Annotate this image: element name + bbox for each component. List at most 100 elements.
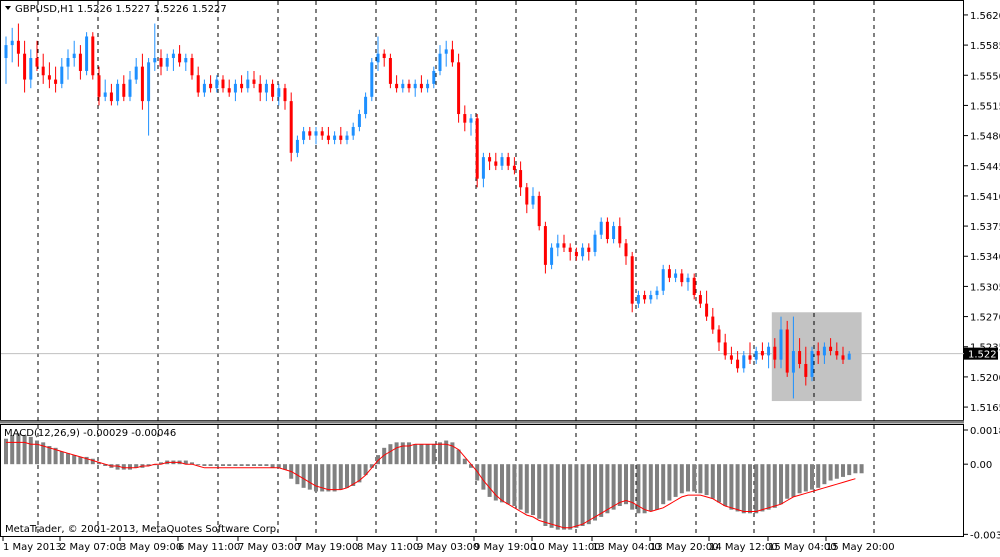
macd-bar — [624, 464, 628, 505]
macd-bar — [97, 462, 101, 465]
macd-bar — [214, 464, 219, 466]
candle-body — [413, 83, 417, 89]
macd-bar — [183, 460, 188, 465]
macd-bar — [258, 464, 263, 466]
candle-body — [506, 157, 510, 166]
macd-bar — [338, 464, 343, 490]
candle-body — [308, 131, 312, 136]
candle-body — [841, 355, 845, 360]
macd-bar — [698, 464, 703, 494]
candle-body — [153, 58, 157, 63]
macd-bar — [369, 464, 374, 468]
candle — [314, 126, 318, 145]
candle-body — [54, 79, 58, 84]
candle-body — [804, 363, 808, 377]
macd-bar — [828, 464, 833, 481]
candle-body — [605, 221, 609, 240]
macd-bar — [630, 464, 635, 510]
macd-bar — [159, 462, 163, 465]
macd-bar — [351, 464, 356, 486]
candle — [822, 342, 826, 364]
macd-bar — [190, 462, 194, 465]
candle — [841, 346, 845, 364]
price-tick-label: 1.5270 — [970, 313, 1000, 324]
macd-bar — [103, 464, 108, 466]
candle — [711, 307, 715, 334]
macd-histogram — [4, 433, 864, 530]
candle — [308, 126, 312, 140]
macd-bar — [599, 464, 604, 517]
candle — [829, 338, 833, 356]
macd-bar — [326, 464, 331, 492]
candle — [221, 75, 225, 93]
candle — [847, 351, 851, 360]
candle — [618, 217, 622, 248]
macd-bar — [512, 464, 517, 506]
candle-body — [748, 355, 752, 360]
macd-bar — [655, 464, 659, 510]
candle-body — [760, 351, 764, 356]
macd-bar — [146, 464, 151, 466]
candle-body — [4, 45, 8, 59]
candle — [686, 273, 690, 291]
candle-body — [661, 269, 665, 291]
candle-body — [302, 131, 306, 140]
macd-bar — [425, 444, 430, 465]
candle-body — [29, 58, 33, 80]
watermark: MetaTrader, © 2001-2013, MetaQuotes Soft… — [5, 524, 279, 535]
candle — [147, 58, 151, 136]
candle — [593, 230, 597, 257]
candle — [376, 36, 380, 71]
macd-bar — [376, 455, 380, 465]
price-tick-label: 1.5305 — [970, 282, 1000, 293]
candle — [277, 83, 281, 106]
candle-body — [407, 83, 411, 89]
candle — [512, 157, 516, 175]
macd-bar — [400, 442, 405, 465]
candle-body — [85, 36, 89, 71]
candle-body — [295, 139, 299, 153]
candle — [47, 62, 51, 89]
candle — [605, 217, 609, 244]
candle-body — [779, 329, 783, 360]
macd-bar — [450, 442, 455, 465]
chart-menu-triangle-icon[interactable] — [5, 6, 11, 10]
candle-body — [791, 351, 795, 373]
candle-body — [574, 251, 578, 257]
candle-body — [649, 295, 653, 300]
candle — [438, 45, 442, 76]
candle — [16, 23, 20, 67]
macd-bar — [66, 453, 70, 465]
macd-bar — [611, 464, 616, 510]
price-tick-label: 1.5165 — [970, 403, 1000, 414]
macd-bar — [134, 464, 139, 468]
candle — [475, 114, 479, 188]
candle — [432, 66, 436, 89]
candle-body — [122, 83, 126, 97]
candle-body — [543, 226, 547, 265]
macd-bar — [593, 464, 597, 521]
candle — [116, 79, 120, 106]
candlestick-series — [4, 23, 851, 399]
candle — [196, 66, 200, 97]
macd-axis[interactable]: 0.00188 0.00 -0.00386 — [964, 426, 1000, 541]
candle-body — [785, 329, 789, 373]
candle-body — [116, 83, 120, 102]
macd-bar — [301, 464, 306, 488]
candle — [271, 79, 275, 102]
macd-bar — [239, 464, 244, 466]
candle-body — [705, 303, 709, 317]
time-tick-label: 3 May 09:00 — [120, 542, 182, 553]
candle-body — [388, 58, 392, 84]
candle-body — [277, 88, 281, 97]
candle — [717, 325, 721, 352]
candle-body — [320, 131, 324, 136]
macd-bar — [760, 464, 765, 512]
macd-bar — [252, 464, 256, 466]
candle-body — [78, 53, 82, 71]
macd-bar — [208, 464, 213, 466]
candle-body — [16, 40, 20, 54]
